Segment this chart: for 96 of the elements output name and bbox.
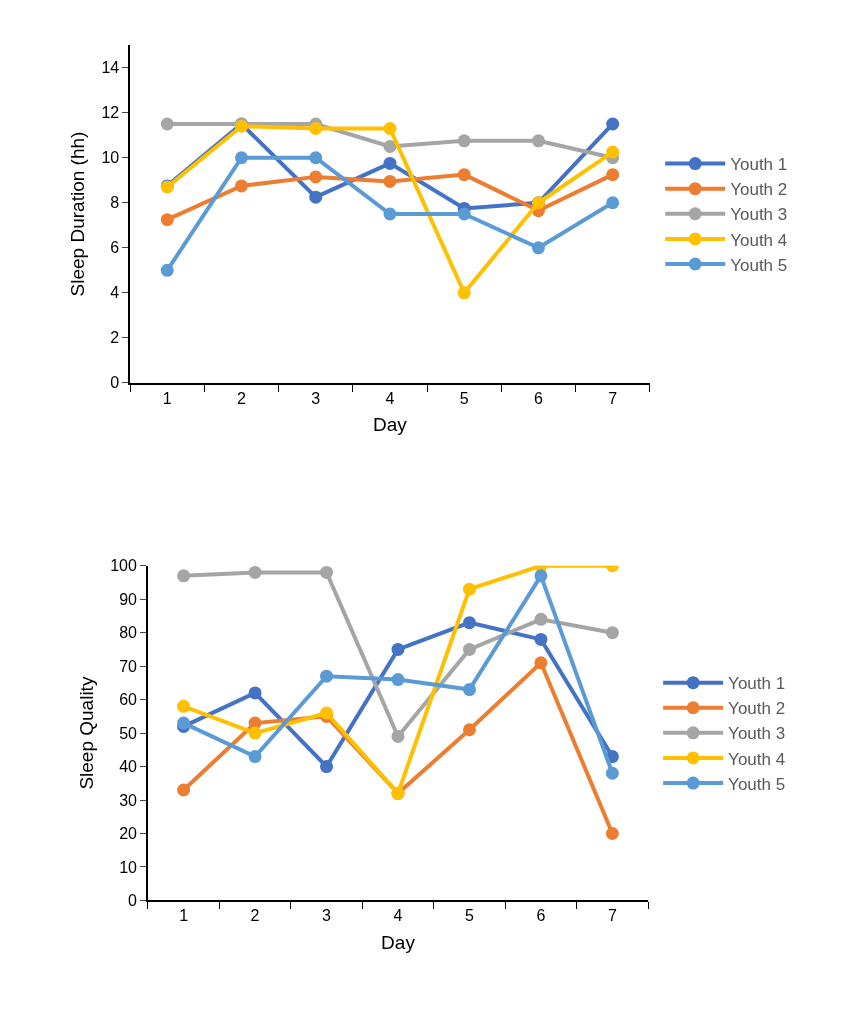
point xyxy=(457,207,471,221)
y-tick-label: 50 xyxy=(119,724,138,742)
y-tick-label: 30 xyxy=(119,791,138,809)
y-tick-label: 60 xyxy=(119,691,138,709)
point xyxy=(383,139,397,153)
x-tick-label: 6 xyxy=(534,389,543,407)
point xyxy=(605,766,619,780)
x-tick-label: 1 xyxy=(162,389,172,407)
x-tick-label: 3 xyxy=(311,389,321,407)
point xyxy=(320,669,334,683)
point xyxy=(383,207,397,221)
x-tick-label: 6 xyxy=(536,907,546,925)
y-axis-title: Sleep Duration (hh) xyxy=(66,131,88,297)
point xyxy=(309,121,323,135)
point xyxy=(531,241,545,255)
point xyxy=(534,632,548,646)
point xyxy=(383,156,397,170)
point xyxy=(309,190,323,204)
point xyxy=(160,263,174,277)
x-axis-title: Day xyxy=(373,414,408,436)
point xyxy=(235,151,248,165)
x-axis-title: Day xyxy=(381,931,416,953)
x-tick-label: 1 xyxy=(179,907,189,925)
x-tick-label: 7 xyxy=(608,389,618,407)
point xyxy=(235,179,248,193)
point xyxy=(383,121,397,135)
x-tick-label: 5 xyxy=(465,907,474,925)
point xyxy=(462,723,476,737)
legend-label: Youth 1 xyxy=(728,674,786,694)
y-tick-label: 8 xyxy=(110,194,120,212)
point xyxy=(457,134,471,148)
point xyxy=(605,827,619,840)
y-tick-label: 4 xyxy=(110,284,120,302)
point xyxy=(320,760,334,774)
y-tick-label: 90 xyxy=(119,590,138,608)
point xyxy=(462,616,476,630)
y-tick-label: 12 xyxy=(101,104,120,122)
y-tick-label: 100 xyxy=(110,557,138,575)
legend-label: Youth 3 xyxy=(728,724,786,744)
x-tick-label: 3 xyxy=(322,907,332,925)
point xyxy=(462,683,476,697)
legend-label: Youth 2 xyxy=(730,180,788,200)
y-tick-label: 6 xyxy=(110,239,120,257)
point xyxy=(606,145,620,159)
point xyxy=(320,565,334,579)
point xyxy=(160,117,174,131)
y-tick-label: 14 xyxy=(101,59,120,77)
legend-label: Youth 5 xyxy=(730,255,788,275)
legend-label: Youth 2 xyxy=(728,699,786,719)
x-tick-label: 2 xyxy=(250,907,260,925)
point xyxy=(457,168,471,182)
y-tick-label: 20 xyxy=(119,825,138,843)
point xyxy=(534,612,548,626)
point xyxy=(391,729,405,743)
point xyxy=(462,642,476,656)
x-tick-label: 4 xyxy=(393,907,403,925)
point xyxy=(177,783,191,797)
point xyxy=(177,699,191,713)
y-axis-title: Sleep Quality xyxy=(75,676,97,790)
legend-label: Youth 4 xyxy=(728,749,786,769)
legend-label: Youth 1 xyxy=(730,155,788,175)
point xyxy=(160,213,174,227)
point xyxy=(248,726,262,740)
point xyxy=(605,626,619,640)
x-tick-label: 7 xyxy=(607,907,617,925)
y-tick-label: 0 xyxy=(110,374,120,392)
point xyxy=(534,656,548,670)
legend-label: Youth 4 xyxy=(730,230,788,250)
point xyxy=(248,750,262,764)
x-tick-label: 2 xyxy=(237,389,247,407)
y-tick-label: 80 xyxy=(119,624,138,642)
point xyxy=(248,686,262,700)
point xyxy=(309,170,323,184)
y-tick-label: 2 xyxy=(110,329,120,347)
y-tick-label: 10 xyxy=(101,149,120,167)
x-tick-label: 5 xyxy=(459,389,469,407)
point xyxy=(457,286,471,300)
point xyxy=(177,569,191,583)
x-tick-label: 4 xyxy=(385,389,395,407)
y-tick-label: 40 xyxy=(119,758,138,776)
y-tick-label: 70 xyxy=(119,657,138,675)
point xyxy=(462,582,476,596)
point xyxy=(391,673,405,687)
point xyxy=(531,134,545,148)
point xyxy=(391,642,405,656)
point xyxy=(606,168,620,182)
point xyxy=(309,151,323,165)
point xyxy=(534,569,548,583)
point xyxy=(248,565,262,579)
point xyxy=(606,196,620,210)
y-tick-label: 0 xyxy=(128,892,138,910)
y-tick-label: 10 xyxy=(119,858,138,876)
legend-label: Youth 5 xyxy=(728,774,786,794)
point xyxy=(606,117,620,131)
legend-label: Youth 3 xyxy=(730,205,788,225)
point xyxy=(383,174,397,188)
